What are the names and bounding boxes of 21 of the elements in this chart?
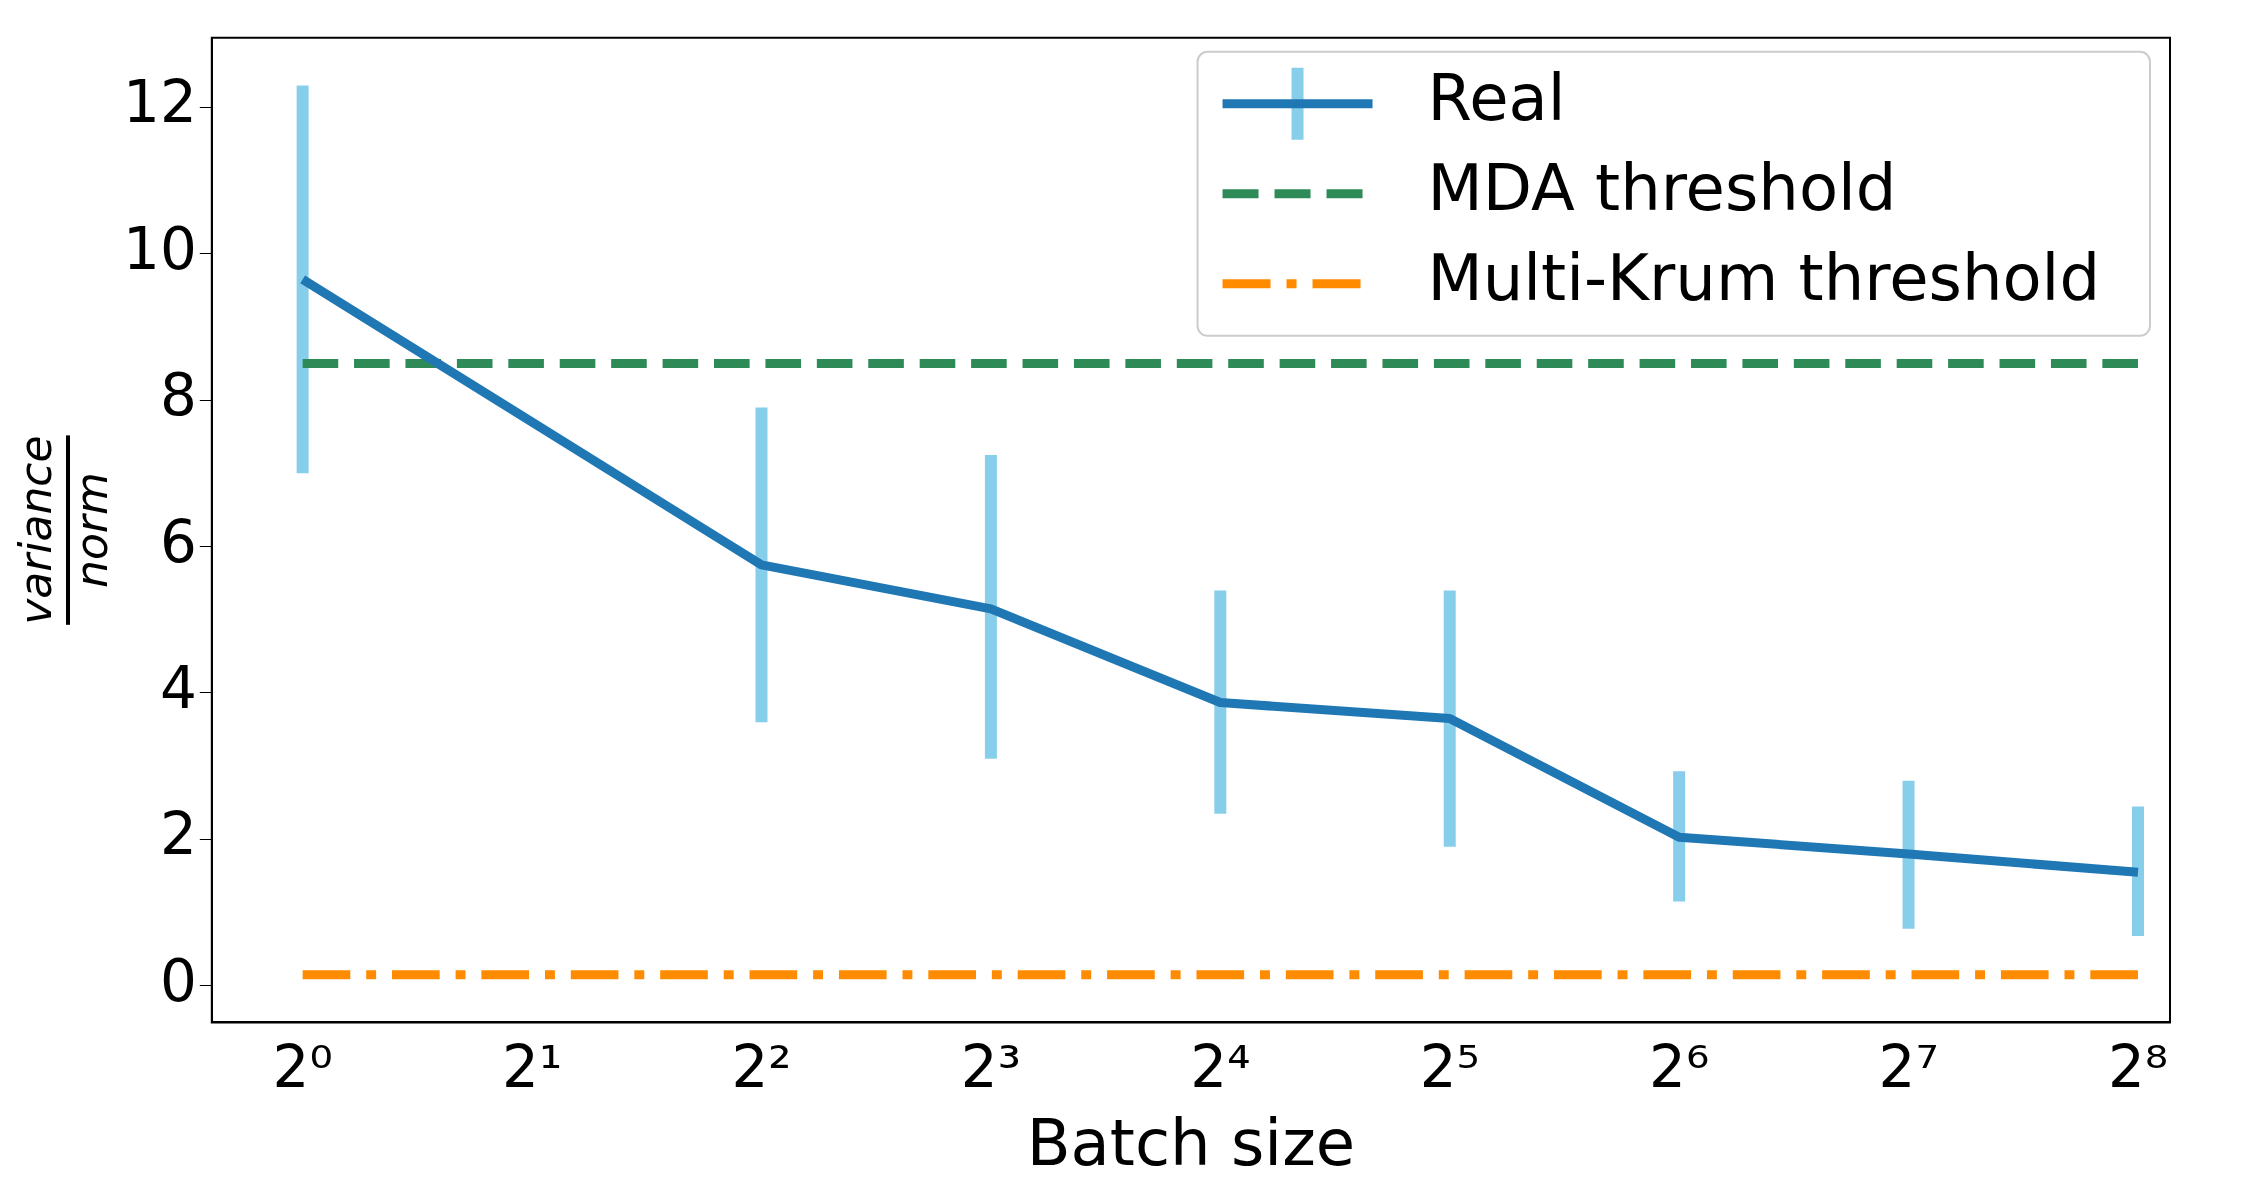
- y-tick-label: 12: [122, 68, 197, 137]
- x-tick-label: 2⁴: [1190, 1033, 1251, 1102]
- legend-label: MDA threshold: [1427, 151, 1897, 226]
- y-tick-label: 0: [159, 946, 197, 1015]
- x-tick-label: 2²: [731, 1033, 792, 1102]
- x-axis-title: Batch size: [1026, 1105, 1356, 1180]
- x-tick-label: 2⁰: [272, 1033, 333, 1102]
- legend-label: Real: [1427, 61, 1566, 136]
- y-tick-label: 6: [159, 507, 197, 576]
- legend-label: Multi-Krum threshold: [1427, 241, 2100, 316]
- x-tick-label: 2⁶: [1649, 1033, 1710, 1102]
- x-tick-label: 2⁸: [2107, 1033, 2169, 1102]
- x-tick-label: 2³: [960, 1033, 1021, 1102]
- y-tick-label: 4: [159, 654, 197, 723]
- x-tick-label: 2⁵: [1419, 1033, 1480, 1102]
- y-tick-label: 2: [159, 800, 197, 869]
- x-tick-label: 2¹: [501, 1033, 563, 1102]
- y-tick-label: 8: [159, 361, 197, 430]
- y-axis-title: variance norm: [10, 435, 118, 625]
- y-tick-label: 10: [122, 214, 197, 283]
- x-tick-label: 2⁷: [1878, 1033, 1939, 1102]
